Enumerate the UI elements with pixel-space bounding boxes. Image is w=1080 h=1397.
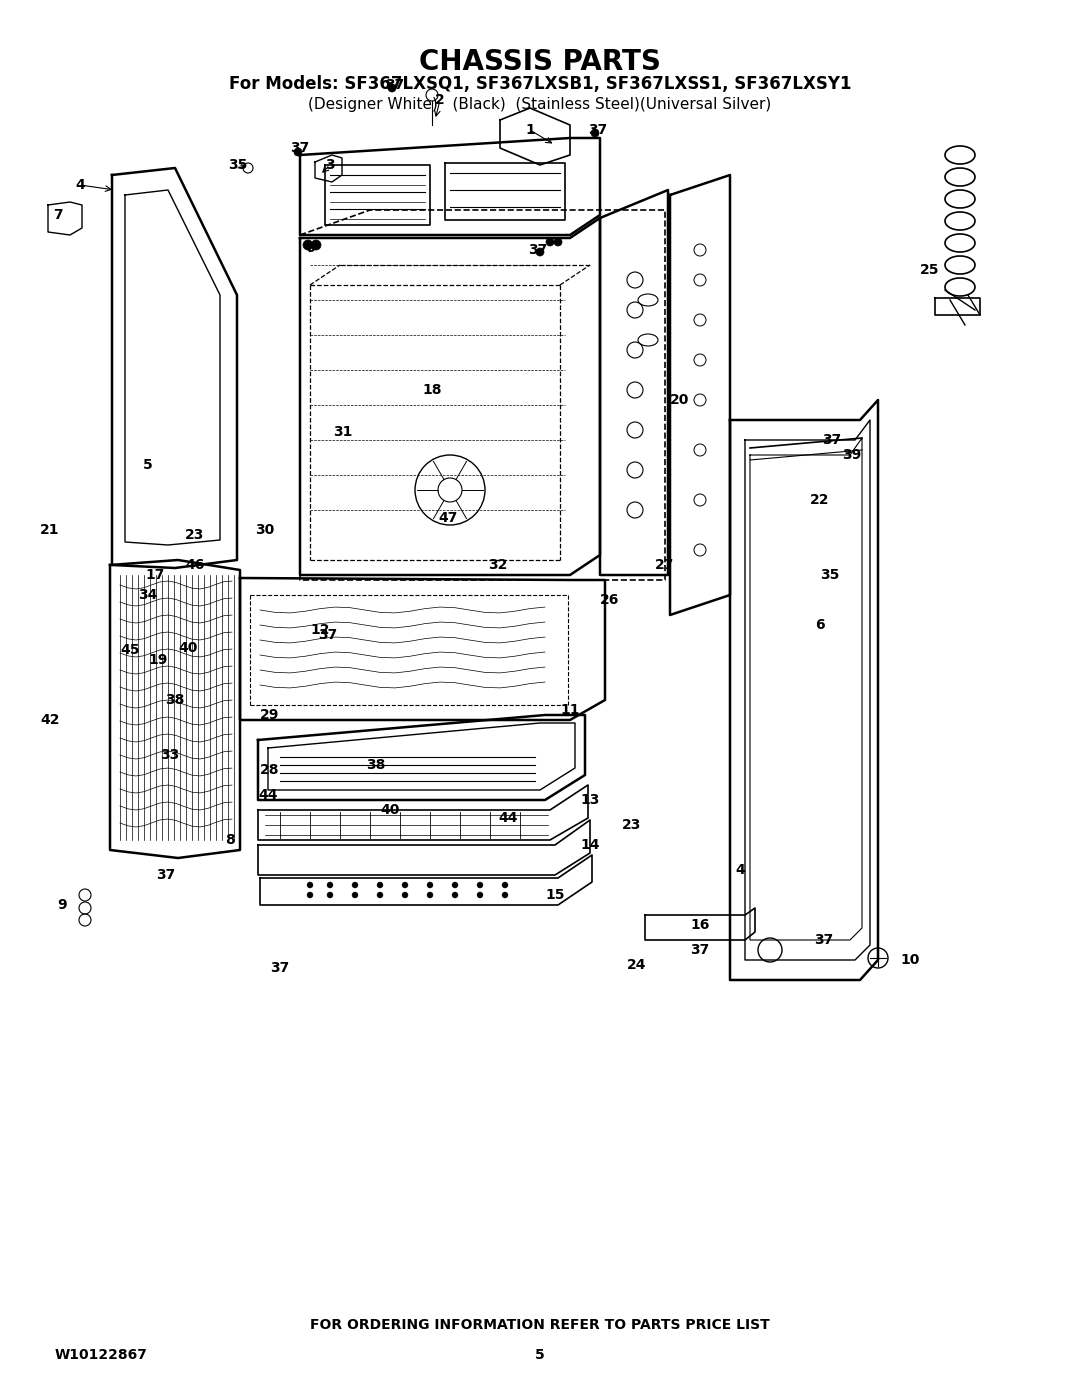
Text: 37: 37 [270,961,289,975]
Text: 37: 37 [822,433,841,447]
Circle shape [352,893,357,898]
Text: 37: 37 [386,78,405,92]
Circle shape [307,893,313,898]
Text: 1: 1 [525,123,535,137]
Text: 21: 21 [40,522,59,536]
Text: 23: 23 [622,819,642,833]
Text: 38: 38 [165,693,185,707]
Text: 37: 37 [690,943,710,957]
Text: 2: 2 [435,94,445,108]
Text: 18: 18 [422,383,442,397]
Text: 35: 35 [821,569,839,583]
Text: 33: 33 [160,747,179,761]
Text: 34: 34 [138,588,158,602]
Text: For Models: SF367LXSQ1, SF367LXSB1, SF367LXSS1, SF367LXSY1: For Models: SF367LXSQ1, SF367LXSB1, SF36… [229,75,851,94]
Text: 37: 37 [319,629,338,643]
Text: 8: 8 [225,833,234,847]
Text: 46: 46 [186,557,205,571]
Text: 44: 44 [258,788,278,802]
Circle shape [402,893,408,898]
Text: 40: 40 [178,641,198,655]
Text: 13: 13 [580,793,599,807]
Text: 28: 28 [260,763,280,777]
Text: 40: 40 [380,803,400,817]
Text: W10122867: W10122867 [55,1348,148,1362]
Circle shape [307,882,313,888]
Text: 37: 37 [157,868,176,882]
Circle shape [502,882,508,888]
Circle shape [352,882,357,888]
Circle shape [388,84,396,92]
Text: FOR ORDERING INFORMATION REFER TO PARTS PRICE LIST: FOR ORDERING INFORMATION REFER TO PARTS … [310,1317,770,1331]
Text: 37: 37 [528,243,548,257]
Circle shape [327,882,333,888]
Text: CHASSIS PARTS: CHASSIS PARTS [419,47,661,75]
Text: 45: 45 [120,643,139,657]
Text: 11: 11 [561,703,580,717]
Text: 3: 3 [325,158,335,172]
Circle shape [546,237,554,246]
Text: 23: 23 [186,528,205,542]
Text: 35: 35 [228,158,247,172]
Text: 37: 37 [589,123,608,137]
Circle shape [402,882,408,888]
Text: 26: 26 [600,592,620,608]
Text: 37: 37 [814,933,834,947]
Circle shape [427,882,433,888]
Text: 37: 37 [291,141,310,155]
Circle shape [591,129,599,137]
Text: 7: 7 [53,208,63,222]
Text: 32: 32 [488,557,508,571]
Text: 10: 10 [901,953,920,967]
Circle shape [377,893,383,898]
Circle shape [303,240,313,250]
Text: 22: 22 [810,493,829,507]
Circle shape [502,893,508,898]
Circle shape [453,893,458,898]
Circle shape [327,893,333,898]
Text: 6: 6 [306,242,314,256]
Text: (Designer White)   (Black)  (Stainless Steel)(Universal Silver): (Designer White) (Black) (Stainless Stee… [309,96,771,112]
Text: 31: 31 [334,425,353,439]
Text: 20: 20 [671,393,690,407]
Text: 25: 25 [920,263,940,277]
Circle shape [453,882,458,888]
Circle shape [554,237,562,246]
Text: 29: 29 [260,708,280,722]
Text: 38: 38 [366,759,386,773]
Circle shape [294,148,302,156]
Text: 19: 19 [148,652,167,666]
Text: 27: 27 [656,557,675,571]
Text: 17: 17 [146,569,164,583]
Circle shape [311,240,321,250]
Text: 4: 4 [76,177,85,191]
Text: 47: 47 [438,511,458,525]
Text: 44: 44 [498,812,517,826]
Text: 24: 24 [627,958,647,972]
Text: 9: 9 [57,898,67,912]
Circle shape [377,882,383,888]
Circle shape [536,249,544,256]
Text: 39: 39 [842,448,862,462]
Text: 15: 15 [545,888,565,902]
Text: 5: 5 [535,1348,545,1362]
Text: 14: 14 [580,838,599,852]
Text: 42: 42 [40,712,59,726]
Circle shape [477,893,483,898]
Circle shape [427,893,433,898]
Text: 4: 4 [735,863,745,877]
Text: 30: 30 [255,522,274,536]
Circle shape [477,882,483,888]
Text: 5: 5 [144,458,153,472]
Text: 6: 6 [815,617,825,631]
Text: 16: 16 [690,918,710,932]
Text: 12: 12 [310,623,329,637]
